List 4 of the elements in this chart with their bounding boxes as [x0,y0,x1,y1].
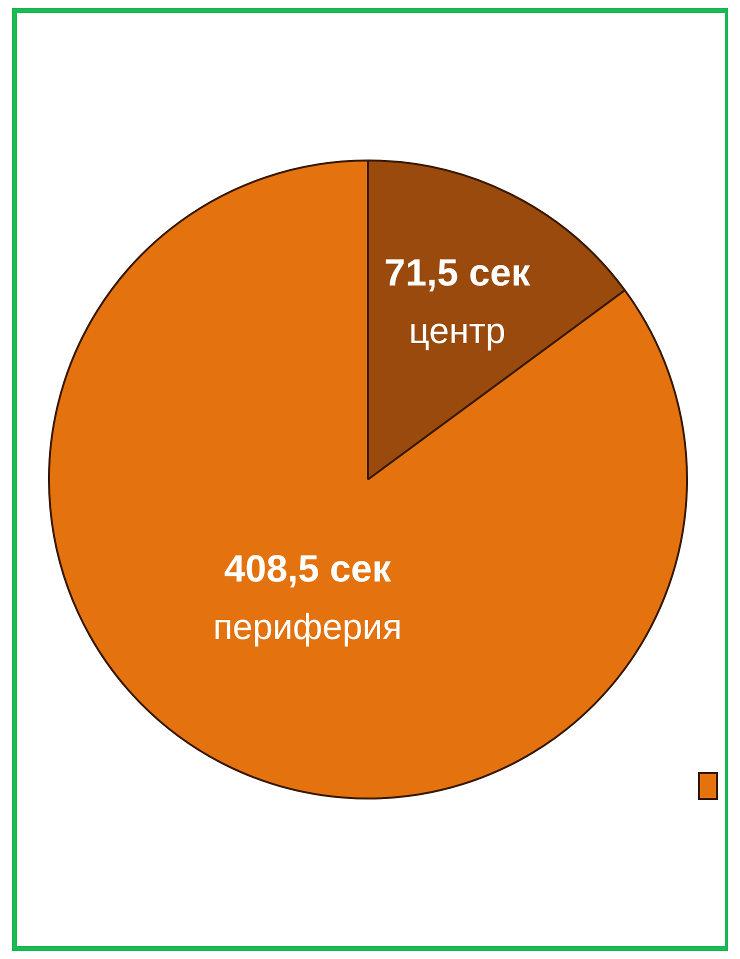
slice-label: центр [408,310,506,351]
slice-label: периферия [213,606,402,647]
data-label: 408,5 сек [224,548,392,591]
data-label: 71,5 сек [384,252,532,294]
